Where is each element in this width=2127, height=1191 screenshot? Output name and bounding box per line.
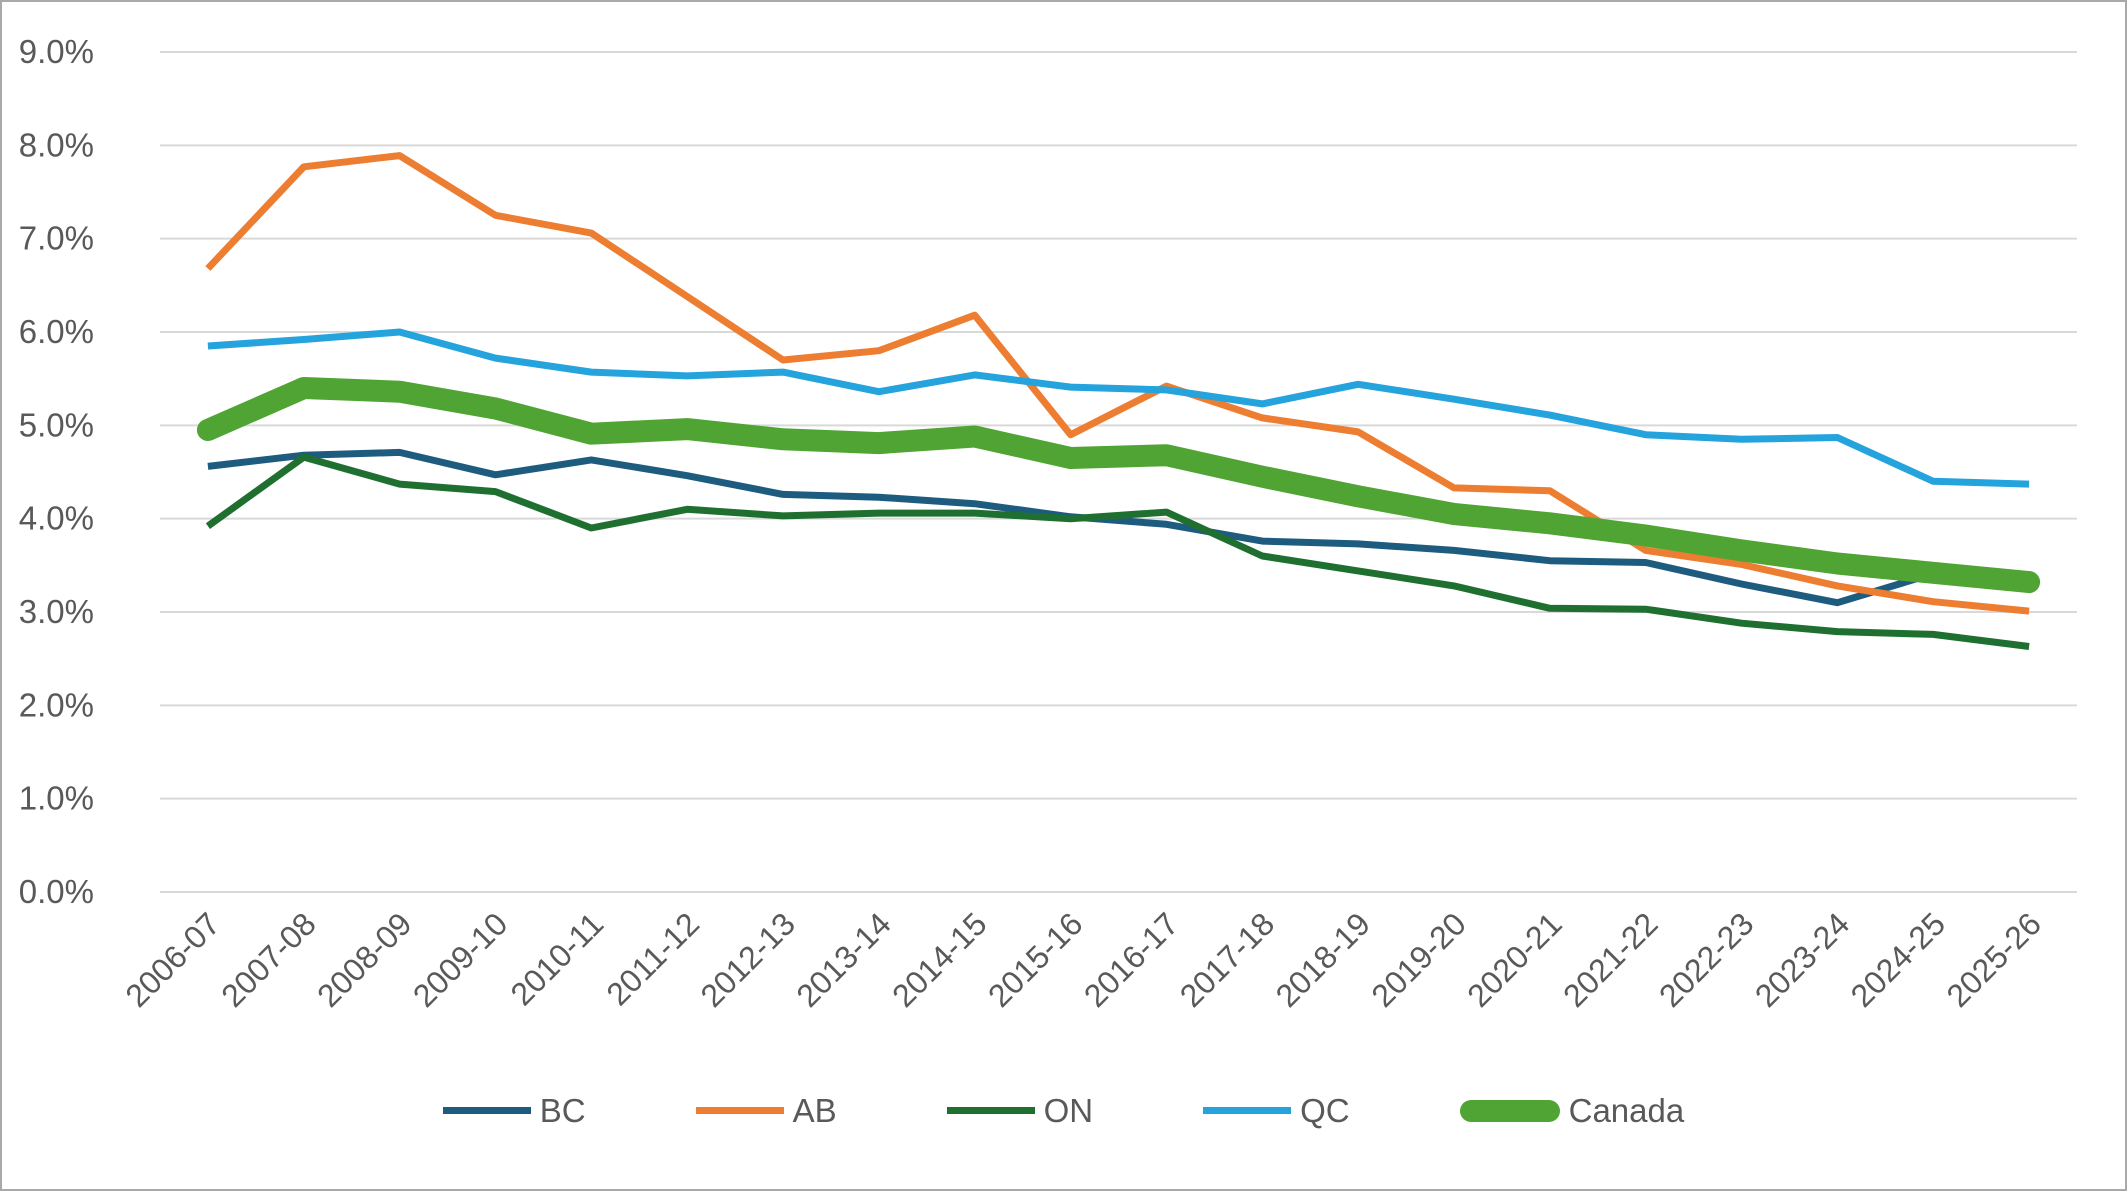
y-axis-tick-label: 0.0% <box>19 873 94 910</box>
x-axis-tick-label: 2024-25 <box>1844 905 1952 1013</box>
x-axis-tick-label: 2011-12 <box>599 905 706 1012</box>
y-axis-tick-label: 3.0% <box>19 593 94 630</box>
x-axis-tick-label: 2007-08 <box>214 905 322 1013</box>
x-axis-tick-label: 2023-24 <box>1748 905 1856 1013</box>
series-line-bc <box>207 448 2030 607</box>
series-line-qc <box>207 328 2030 488</box>
x-axis-tick-label: 2006-07 <box>118 905 226 1013</box>
legend-marker-on <box>946 1107 1035 1114</box>
legend-item-qc[interactable]: QC <box>1203 1094 1350 1127</box>
legend-item-canada[interactable]: Canada <box>1459 1092 1685 1129</box>
x-axis-tick-label: 2008-09 <box>310 905 418 1013</box>
x-axis-tick-label: 2015-16 <box>981 905 1089 1013</box>
y-axis-tick-label: 7.0% <box>19 220 94 257</box>
legend-marker-qc <box>1203 1107 1292 1114</box>
x-axis-tick-label: 2016-17 <box>1077 905 1185 1013</box>
legend-item-ab[interactable]: AB <box>695 1092 837 1129</box>
x-axis-tick-label: 2020-21 <box>1460 905 1568 1013</box>
series-line-canada <box>196 377 2041 594</box>
y-axis-tick-label: 5.0% <box>19 406 94 443</box>
x-axis-tick-label: 2014-15 <box>885 905 993 1013</box>
y-axis-tick-label: 9.0% <box>19 33 94 70</box>
y-axis-tick-label: 2.0% <box>19 686 94 723</box>
chart-legend: BC AB ON QC Canada <box>2 1094 2125 1127</box>
x-axis-tick-label: 2021-22 <box>1556 905 1664 1013</box>
x-axis-tick-label: 2022-23 <box>1652 905 1760 1013</box>
y-axis-tick-label: 8.0% <box>19 126 94 163</box>
y-axis-tick-label: 1.0% <box>19 780 94 817</box>
legend-item-on[interactable]: ON <box>946 1092 1094 1129</box>
x-axis-tick-label: 2025-26 <box>1940 905 2048 1013</box>
legend-label-on: ON <box>1043 1092 1094 1129</box>
legend-label-canada: Canada <box>1568 1092 1685 1129</box>
legend-marker-ab <box>695 1107 784 1114</box>
series-line-ab <box>205 152 2030 615</box>
x-axis-tick-label: 2018-19 <box>1269 905 1377 1013</box>
x-axis-tick-label: 2012-13 <box>693 905 801 1013</box>
y-axis-tick-label: 4.0% <box>19 500 94 537</box>
legend-marker-bc <box>442 1107 531 1114</box>
y-axis-tick-label: 6.0% <box>19 313 94 350</box>
legend-item-bc[interactable]: BC <box>442 1092 586 1129</box>
x-axis-tick-label: 2019-20 <box>1364 905 1472 1013</box>
x-axis-tick-label: 2009-10 <box>406 905 514 1013</box>
legend-label-qc: QC <box>1300 1092 1350 1129</box>
legend-label-bc: BC <box>539 1092 586 1129</box>
legend-marker-canada <box>1459 1099 1560 1122</box>
x-axis-tick-label: 2017-18 <box>1173 905 1281 1013</box>
legend-label-ab: AB <box>792 1092 837 1129</box>
x-axis-tick-label: 2010-11 <box>503 905 610 1012</box>
series-line-on <box>205 453 2030 650</box>
x-axis-tick-label: 2013-14 <box>789 905 897 1013</box>
